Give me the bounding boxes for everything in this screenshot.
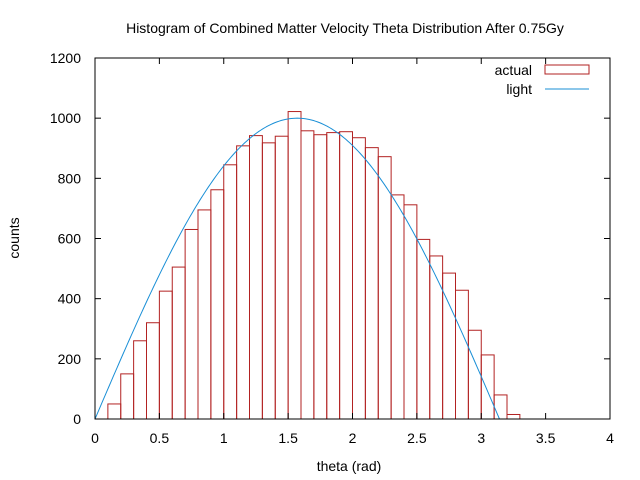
histogram-bar	[364, 147, 379, 420]
histogram-bar	[467, 329, 482, 420]
histogram-bar	[326, 132, 341, 420]
y-tick-label: 600	[58, 231, 82, 247]
histogram-bar	[403, 204, 418, 420]
y-tick-label: 0	[73, 411, 81, 427]
y-tick-label: 400	[58, 291, 82, 307]
legend: actual light	[495, 62, 590, 97]
histogram-bar	[107, 403, 122, 420]
histogram-bar	[146, 322, 160, 420]
x-tick-label: 4	[606, 430, 614, 446]
x-tick-label: 2.5	[407, 430, 427, 446]
histogram-bar	[339, 131, 353, 420]
histogram-bar	[171, 266, 186, 420]
histogram-bar	[120, 373, 135, 420]
histogram-bar	[300, 130, 315, 420]
x-tick-label: 1.5	[278, 430, 298, 446]
histogram-bar	[261, 142, 276, 420]
x-tick-label: 3.5	[536, 430, 556, 446]
x-tick-label: 2	[349, 430, 357, 446]
histogram-bar	[377, 156, 392, 420]
histogram-bar	[223, 164, 238, 420]
x-axis-label: theta (rad)	[317, 458, 382, 474]
histogram-bar	[210, 189, 225, 420]
histogram-bar	[429, 255, 444, 420]
histogram-bar	[493, 394, 508, 420]
histogram-bar	[352, 137, 366, 420]
y-tick-label: 800	[58, 170, 82, 186]
x-tick-label: 0.5	[150, 430, 170, 446]
histogram-bar	[506, 413, 521, 420]
histogram-bar	[480, 354, 495, 420]
histogram-bar	[249, 135, 263, 420]
histogram-bar	[133, 340, 147, 420]
x-axis-ticks: 0 0.5 1 1.5 2 2.5 3 3.5 4	[91, 58, 614, 446]
x-tick-label: 0	[91, 430, 99, 446]
chart-title: Histogram of Combined Matter Velocity Th…	[126, 20, 564, 36]
histogram-bar	[184, 228, 199, 420]
y-tick-label: 1200	[50, 50, 81, 66]
y-tick-label: 1000	[50, 110, 81, 126]
series-light-curve	[94, 117, 500, 420]
y-axis-ticks: 0 200 400 600 800 1000 1200	[50, 50, 610, 427]
y-axis-label: counts	[6, 217, 22, 258]
legend-swatch-actual	[544, 64, 590, 75]
histogram-bar	[416, 238, 431, 420]
histogram-bar	[197, 209, 212, 420]
histogram-bar	[390, 194, 405, 420]
x-tick-label: 1	[220, 430, 228, 446]
legend-label-light: light	[506, 81, 532, 97]
histogram-bar	[455, 289, 469, 420]
legend-label-actual: actual	[495, 62, 532, 78]
histogram-bars	[107, 111, 521, 420]
histogram-bar	[313, 134, 328, 420]
y-tick-label: 200	[58, 351, 82, 367]
histogram-bar	[274, 135, 289, 420]
x-tick-label: 3	[477, 430, 485, 446]
histogram-bar	[236, 145, 250, 420]
histogram-bar	[287, 111, 302, 420]
histogram-bar	[158, 290, 173, 420]
